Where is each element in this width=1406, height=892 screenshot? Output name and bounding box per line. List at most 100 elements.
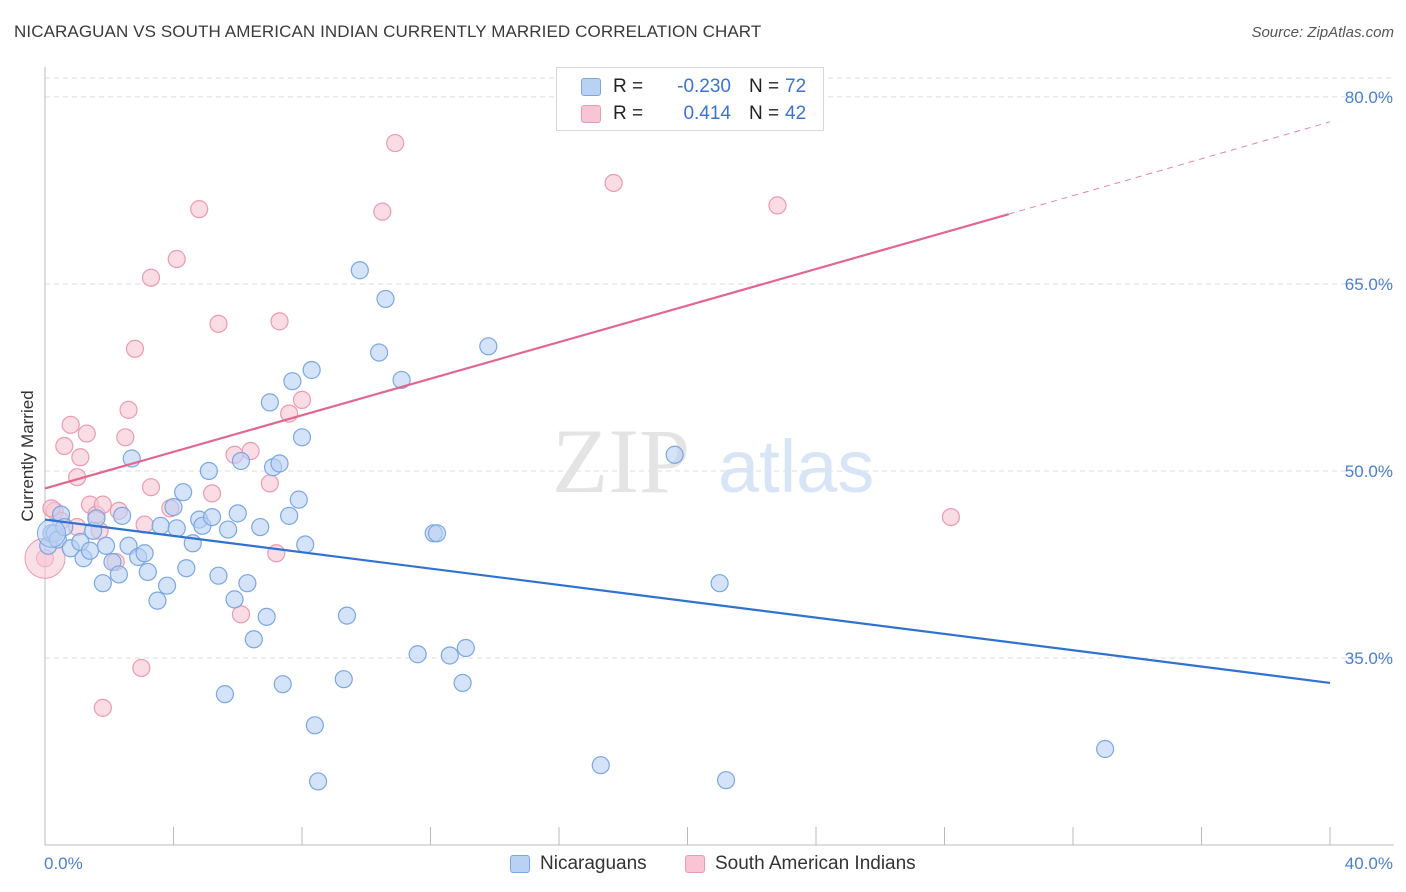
- data-point: [334, 670, 353, 689]
- data-point: [270, 312, 289, 331]
- series-nicaraguans: [36, 261, 1115, 791]
- data-point: [177, 559, 196, 578]
- data-point: [768, 196, 787, 215]
- chart-title: NICARAGUAN VS SOUTH AMERICAN INDIAN CURR…: [14, 22, 762, 41]
- r-label: R =: [613, 76, 644, 97]
- data-point: [125, 339, 145, 358]
- data-point: [289, 490, 308, 509]
- legend-item-south-american-indians[interactable]: South American Indians: [685, 852, 916, 876]
- data-point: [456, 638, 475, 658]
- y-tick-label: 50.0%: [1345, 462, 1393, 481]
- data-point: [61, 415, 80, 434]
- data-point: [116, 428, 135, 447]
- data-point: [386, 133, 405, 153]
- data-point: [80, 541, 100, 560]
- y-tick-label: 80.0%: [1345, 88, 1393, 107]
- trendlines: [44, 121, 1331, 685]
- data-point: [302, 360, 321, 380]
- y-axis-label: Currently Married: [18, 390, 37, 521]
- source-label: Source: ZipAtlas.com: [1251, 24, 1394, 41]
- legend-row-south-american-indians: R = 0.414 N = 42: [581, 102, 806, 126]
- y-tick-label: 65.0%: [1345, 275, 1393, 294]
- legend-swatch-pink: [685, 855, 705, 873]
- legend-swatch-blue: [510, 855, 530, 873]
- data-point: [93, 574, 112, 593]
- data-point: [164, 498, 183, 517]
- legend-label: Nicaraguans: [540, 853, 647, 874]
- data-point: [479, 337, 498, 356]
- data-point: [604, 173, 623, 193]
- data-point: [941, 507, 961, 527]
- data-point: [238, 574, 257, 593]
- data-point: [408, 645, 427, 664]
- data-point: [427, 524, 447, 543]
- legend-label: South American Indians: [715, 853, 916, 874]
- data-point: [77, 424, 96, 443]
- data-point: [109, 565, 128, 584]
- watermark-atlas: atlas: [718, 425, 874, 508]
- data-point: [710, 574, 729, 593]
- data-point: [260, 393, 279, 412]
- data-point: [135, 544, 154, 563]
- data-point: [308, 772, 328, 791]
- data-point: [251, 517, 270, 537]
- data-point: [112, 506, 132, 525]
- data-point: [202, 484, 222, 503]
- y-tick-label: 35.0%: [1345, 649, 1393, 668]
- data-point: [225, 590, 244, 609]
- legend-swatch-blue: [581, 78, 601, 96]
- trendline-south-american-indians: [1008, 121, 1331, 215]
- n-label: N =: [749, 103, 780, 124]
- data-point: [151, 516, 170, 535]
- r-value: -0.230: [677, 76, 731, 97]
- data-point: [392, 370, 411, 390]
- n-value: 72: [785, 76, 807, 97]
- data-point: [55, 436, 74, 456]
- data-point: [270, 454, 289, 473]
- data-point: [96, 536, 116, 555]
- legend-row-nicaraguans: R = -0.230 N = 72: [581, 75, 806, 99]
- x-tick-label: 0.0%: [44, 854, 83, 873]
- data-point: [296, 535, 315, 554]
- data-point: [199, 461, 218, 481]
- data-point: [209, 314, 228, 333]
- data-point: [453, 673, 472, 693]
- data-point: [228, 504, 247, 523]
- r-label: R =: [613, 103, 644, 124]
- data-point: [219, 520, 238, 539]
- data-point-large: [36, 518, 66, 548]
- data-point: [157, 576, 177, 595]
- data-point: [280, 506, 299, 525]
- data-point: [215, 685, 234, 704]
- data-point: [283, 372, 302, 391]
- axes: 35.0% 50.0% 65.0% 80.0% 0.0% 40.0%: [44, 67, 1394, 873]
- data-point: [231, 605, 251, 624]
- data-point: [141, 478, 161, 497]
- data-point: [167, 519, 186, 538]
- data-point: [167, 249, 186, 269]
- data-point: [591, 756, 610, 775]
- data-point: [1096, 739, 1115, 759]
- trendline-nicaraguans: [44, 518, 1331, 685]
- data-point: [148, 591, 167, 610]
- data-point: [337, 606, 357, 625]
- data-point: [138, 562, 157, 582]
- data-point: [119, 400, 138, 419]
- data-point: [257, 607, 276, 626]
- data-point: [174, 483, 193, 502]
- data-point: [440, 646, 459, 665]
- grid: [45, 77, 1394, 659]
- data-point: [292, 428, 312, 447]
- watermark-zip: ZIP: [552, 410, 690, 512]
- data-point: [373, 202, 392, 221]
- data-point: [260, 474, 279, 493]
- watermark: ZIP atlas: [552, 410, 874, 512]
- data-point: [209, 566, 228, 585]
- data-point: [141, 268, 161, 287]
- n-label: N =: [749, 76, 780, 97]
- trendline-south-american-indians: [44, 213, 1010, 490]
- data-point: [273, 675, 292, 694]
- legend-item-nicaraguans[interactable]: Nicaraguans: [510, 852, 647, 876]
- data-point: [202, 507, 222, 527]
